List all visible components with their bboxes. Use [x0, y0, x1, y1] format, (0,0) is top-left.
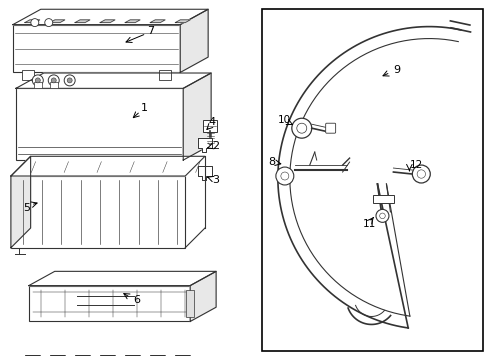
Circle shape [64, 75, 75, 86]
Bar [13, 24, 180, 72]
Text: 12: 12 [408, 160, 422, 170]
Circle shape [411, 165, 429, 183]
Polygon shape [75, 20, 90, 23]
Bar [50, 82, 58, 88]
Text: 10: 10 [277, 115, 290, 125]
Bar [16, 88, 183, 160]
Text: 6: 6 [133, 294, 140, 305]
Text: 4: 4 [208, 117, 215, 127]
Polygon shape [16, 73, 211, 88]
Polygon shape [125, 20, 140, 23]
Circle shape [280, 172, 288, 180]
FancyBboxPatch shape [22, 71, 34, 80]
Text: 9: 9 [393, 66, 400, 76]
Polygon shape [175, 20, 190, 23]
Polygon shape [100, 20, 115, 23]
Text: 11: 11 [362, 219, 375, 229]
Bar [186, 289, 194, 318]
Bar [262, 9, 482, 351]
Polygon shape [180, 9, 208, 72]
FancyBboxPatch shape [325, 123, 335, 133]
Circle shape [35, 78, 40, 83]
Polygon shape [190, 271, 216, 321]
Circle shape [31, 19, 39, 27]
FancyBboxPatch shape [372, 195, 394, 203]
Text: 2: 2 [212, 141, 219, 151]
Circle shape [48, 75, 59, 86]
FancyBboxPatch shape [203, 120, 217, 132]
Bar [34, 82, 41, 88]
Circle shape [67, 78, 72, 83]
Text: 3: 3 [212, 175, 219, 185]
Circle shape [275, 167, 293, 185]
Polygon shape [11, 156, 31, 248]
Polygon shape [11, 156, 204, 176]
Circle shape [375, 210, 388, 222]
Circle shape [32, 75, 43, 86]
Text: 5: 5 [23, 203, 30, 213]
Polygon shape [50, 20, 65, 23]
Circle shape [379, 213, 385, 219]
Bar [29, 285, 190, 321]
Polygon shape [25, 20, 40, 23]
Polygon shape [198, 138, 212, 152]
Text: 8: 8 [268, 157, 275, 167]
Polygon shape [150, 20, 165, 23]
Text: 1: 1 [141, 103, 147, 113]
Text: 7: 7 [146, 26, 154, 36]
FancyBboxPatch shape [159, 71, 171, 80]
Polygon shape [13, 9, 208, 24]
Circle shape [296, 123, 306, 133]
Circle shape [51, 78, 56, 83]
Polygon shape [29, 271, 216, 285]
Polygon shape [198, 166, 212, 180]
Circle shape [45, 19, 53, 27]
Circle shape [291, 118, 311, 138]
Polygon shape [183, 73, 211, 160]
Bar [11, 176, 185, 248]
Circle shape [416, 170, 425, 178]
